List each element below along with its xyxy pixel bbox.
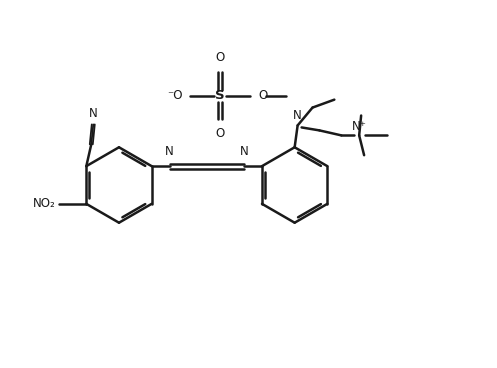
Text: N: N: [89, 107, 97, 120]
Text: NO₂: NO₂: [33, 197, 56, 210]
Text: N⁺: N⁺: [352, 120, 367, 133]
Text: O: O: [216, 51, 225, 64]
Text: N: N: [165, 145, 174, 158]
Text: O: O: [258, 89, 267, 102]
Text: N: N: [240, 145, 248, 158]
Text: ⁻O: ⁻O: [167, 89, 182, 102]
Text: O: O: [216, 127, 225, 141]
Text: S: S: [215, 89, 225, 102]
Text: N: N: [293, 109, 302, 123]
